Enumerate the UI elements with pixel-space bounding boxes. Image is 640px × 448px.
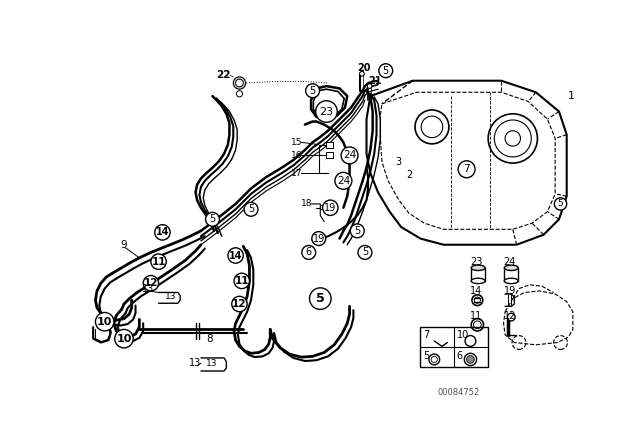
Text: 14: 14	[470, 286, 483, 296]
Bar	[326, 142, 333, 148]
Circle shape	[234, 273, 250, 289]
Circle shape	[358, 246, 372, 259]
Text: 6: 6	[456, 351, 463, 362]
Circle shape	[341, 147, 358, 164]
Circle shape	[379, 64, 393, 78]
Circle shape	[360, 72, 364, 76]
Text: 22: 22	[216, 70, 231, 80]
Text: 11: 11	[470, 310, 483, 321]
Text: 7: 7	[422, 330, 429, 340]
Ellipse shape	[471, 265, 485, 271]
Circle shape	[232, 296, 247, 312]
Circle shape	[151, 254, 166, 269]
Text: 00084752: 00084752	[438, 388, 480, 397]
Circle shape	[302, 246, 316, 259]
Text: 10: 10	[97, 317, 113, 327]
Bar	[420, 327, 488, 367]
Text: 5: 5	[209, 214, 216, 224]
Text: 17: 17	[291, 168, 303, 177]
Text: 10: 10	[456, 330, 469, 340]
Text: 23: 23	[470, 257, 483, 267]
Text: 18: 18	[301, 199, 312, 208]
Text: 5: 5	[354, 226, 360, 236]
Text: 19: 19	[312, 233, 325, 244]
Circle shape	[316, 101, 337, 122]
Text: 13: 13	[141, 284, 154, 293]
Text: 3: 3	[396, 156, 402, 167]
Circle shape	[205, 212, 220, 226]
Text: 24: 24	[504, 257, 516, 267]
Text: 5: 5	[362, 247, 368, 258]
Text: 12: 12	[143, 278, 158, 288]
Text: 10: 10	[116, 334, 132, 344]
Text: 19: 19	[504, 286, 516, 296]
Text: 13: 13	[206, 359, 218, 368]
Circle shape	[335, 172, 352, 190]
Circle shape	[234, 77, 246, 89]
Circle shape	[155, 225, 170, 240]
Text: 15: 15	[291, 138, 303, 147]
Text: 5: 5	[310, 86, 316, 96]
Circle shape	[95, 313, 114, 331]
Bar	[320, 205, 325, 209]
Circle shape	[236, 79, 243, 87]
Circle shape	[244, 202, 258, 216]
Text: 24: 24	[337, 176, 350, 186]
Circle shape	[458, 161, 475, 178]
Text: 11: 11	[234, 276, 249, 286]
Text: 20: 20	[357, 63, 371, 73]
Circle shape	[236, 90, 243, 97]
Circle shape	[323, 200, 338, 215]
Text: 24: 24	[343, 151, 356, 160]
Ellipse shape	[504, 265, 518, 271]
Text: 1: 1	[568, 91, 575, 101]
Circle shape	[310, 288, 331, 310]
Text: 14: 14	[156, 228, 169, 237]
Circle shape	[350, 224, 364, 238]
Circle shape	[467, 356, 474, 363]
Text: 5: 5	[248, 204, 254, 214]
Text: 2: 2	[406, 170, 413, 181]
Circle shape	[306, 84, 319, 98]
Circle shape	[508, 313, 515, 321]
Text: 8: 8	[206, 334, 213, 344]
Text: 11: 11	[151, 257, 166, 267]
Text: 21: 21	[368, 76, 381, 86]
Circle shape	[367, 84, 372, 88]
Text: 19: 19	[324, 203, 337, 213]
Circle shape	[143, 276, 159, 291]
Text: 14: 14	[229, 250, 243, 260]
Text: 7: 7	[463, 164, 470, 174]
Text: 13: 13	[189, 358, 202, 368]
Ellipse shape	[504, 278, 518, 284]
Text: 12: 12	[232, 299, 246, 309]
Bar	[326, 152, 333, 159]
Text: 5: 5	[557, 199, 563, 208]
Text: 9: 9	[120, 240, 127, 250]
Circle shape	[228, 248, 243, 263]
Circle shape	[115, 329, 133, 348]
Text: 5: 5	[422, 351, 429, 362]
Text: 6: 6	[306, 247, 312, 258]
Text: 5: 5	[383, 66, 389, 76]
Circle shape	[554, 198, 566, 210]
Text: 13: 13	[164, 292, 176, 301]
Text: 5: 5	[316, 292, 324, 305]
Ellipse shape	[471, 278, 485, 284]
Text: 23: 23	[319, 107, 333, 116]
Text: 12: 12	[504, 310, 516, 321]
Text: 16: 16	[291, 151, 303, 160]
Circle shape	[312, 232, 326, 246]
